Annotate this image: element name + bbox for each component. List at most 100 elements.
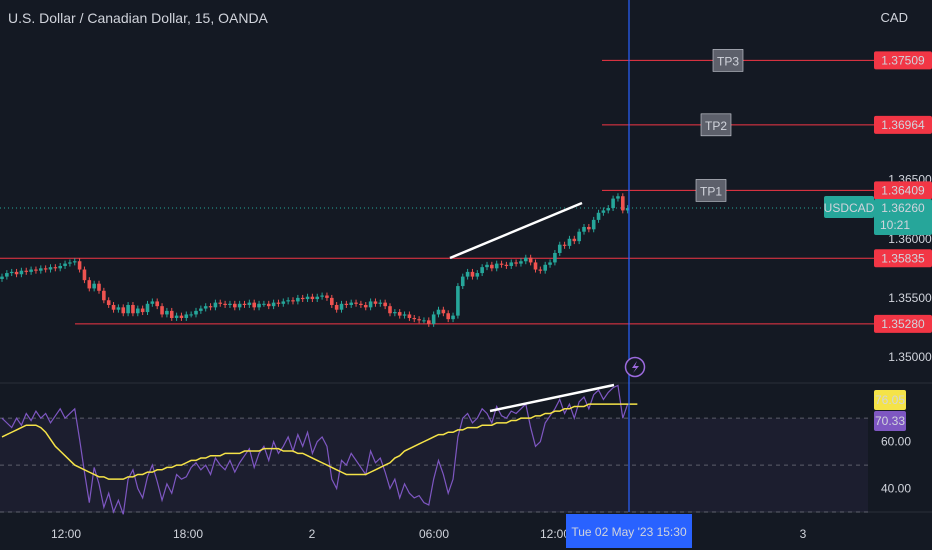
candle[interactable] <box>228 303 232 305</box>
candle[interactable] <box>237 303 242 308</box>
candle[interactable] <box>315 296 320 300</box>
candle[interactable] <box>456 286 460 316</box>
candle[interactable] <box>213 302 218 308</box>
candle[interactable] <box>339 303 344 310</box>
candle[interactable] <box>373 301 378 304</box>
candle[interactable] <box>223 303 227 305</box>
candle[interactable] <box>334 304 339 310</box>
candle[interactable] <box>276 302 281 304</box>
candle[interactable] <box>349 302 353 305</box>
candle[interactable] <box>557 244 562 253</box>
candle[interactable] <box>184 314 189 318</box>
candle[interactable] <box>354 302 358 304</box>
candle[interactable] <box>203 306 208 309</box>
candle[interactable] <box>291 300 295 302</box>
candle[interactable] <box>281 301 286 304</box>
candle[interactable] <box>300 297 305 300</box>
candle[interactable] <box>9 271 14 274</box>
candle[interactable] <box>616 196 620 199</box>
candle[interactable] <box>174 315 179 318</box>
rsi-trendline[interactable] <box>489 383 615 413</box>
candle[interactable] <box>233 303 237 308</box>
candle[interactable] <box>58 265 62 269</box>
candle[interactable] <box>436 309 441 315</box>
tp-label-box[interactable] <box>700 113 732 137</box>
candle[interactable] <box>242 303 247 305</box>
candle[interactable] <box>621 196 625 211</box>
candle[interactable] <box>72 261 77 263</box>
tp-label-box[interactable] <box>695 179 727 202</box>
candle[interactable] <box>606 208 611 211</box>
candle[interactable] <box>165 310 169 315</box>
candle[interactable] <box>82 269 87 281</box>
candle[interactable] <box>344 303 349 305</box>
candle[interactable] <box>77 261 82 270</box>
candle[interactable] <box>431 314 436 324</box>
candle[interactable] <box>199 308 203 311</box>
candle[interactable] <box>63 263 67 266</box>
candle[interactable] <box>296 297 300 302</box>
candle[interactable] <box>0 276 4 279</box>
candle[interactable] <box>397 312 402 316</box>
price-trendline[interactable] <box>449 201 583 260</box>
tp-label-box[interactable] <box>712 49 744 72</box>
candle[interactable] <box>572 238 577 242</box>
candle[interactable] <box>5 273 9 277</box>
candle[interactable] <box>169 310 174 318</box>
candle[interactable] <box>325 295 329 298</box>
candle[interactable] <box>538 269 543 271</box>
candle[interactable] <box>422 320 426 322</box>
candle[interactable] <box>591 219 596 230</box>
candle[interactable] <box>330 297 334 305</box>
candle[interactable] <box>441 309 446 314</box>
candle[interactable] <box>465 271 470 277</box>
candle[interactable] <box>140 308 145 313</box>
candle[interactable] <box>106 300 111 305</box>
candle[interactable] <box>19 270 24 275</box>
candle[interactable] <box>87 280 92 289</box>
candle[interactable] <box>485 264 489 268</box>
candle[interactable] <box>262 303 266 305</box>
candle[interactable] <box>407 314 412 318</box>
candle[interactable] <box>43 268 48 270</box>
candle[interactable] <box>514 262 518 264</box>
candle[interactable] <box>14 271 19 275</box>
candle[interactable] <box>562 244 567 246</box>
candle[interactable] <box>131 304 135 314</box>
candle[interactable] <box>499 263 504 265</box>
candle[interactable] <box>68 262 72 264</box>
candle[interactable] <box>29 269 33 272</box>
candle[interactable] <box>121 307 126 314</box>
candle[interactable] <box>378 302 383 304</box>
candle[interactable] <box>596 212 601 220</box>
candle[interactable] <box>145 303 150 313</box>
candle[interactable] <box>417 319 421 321</box>
candle[interactable] <box>494 263 499 269</box>
candle[interactable] <box>126 304 130 314</box>
candle[interactable] <box>470 271 475 277</box>
candle[interactable] <box>528 257 533 263</box>
candle[interactable] <box>111 304 116 310</box>
candle[interactable] <box>625 208 630 211</box>
candle[interactable] <box>524 257 528 262</box>
candle[interactable] <box>160 306 164 315</box>
candle[interactable] <box>582 226 586 232</box>
candle[interactable] <box>39 268 43 271</box>
candle[interactable] <box>116 307 121 310</box>
candle[interactable] <box>53 267 58 269</box>
candle[interactable] <box>504 264 509 266</box>
candle[interactable] <box>286 300 290 302</box>
candle[interactable] <box>611 198 615 209</box>
candle[interactable] <box>543 264 547 271</box>
candle[interactable] <box>48 267 53 270</box>
candle[interactable] <box>509 262 514 266</box>
candle[interactable] <box>189 314 193 316</box>
candle[interactable] <box>553 252 557 263</box>
candle[interactable] <box>155 301 159 307</box>
candle[interactable] <box>383 302 387 307</box>
candle[interactable] <box>34 269 38 271</box>
candle[interactable] <box>24 270 29 272</box>
candle[interactable] <box>102 290 106 301</box>
candle[interactable] <box>451 315 455 320</box>
candle[interactable] <box>548 262 552 265</box>
